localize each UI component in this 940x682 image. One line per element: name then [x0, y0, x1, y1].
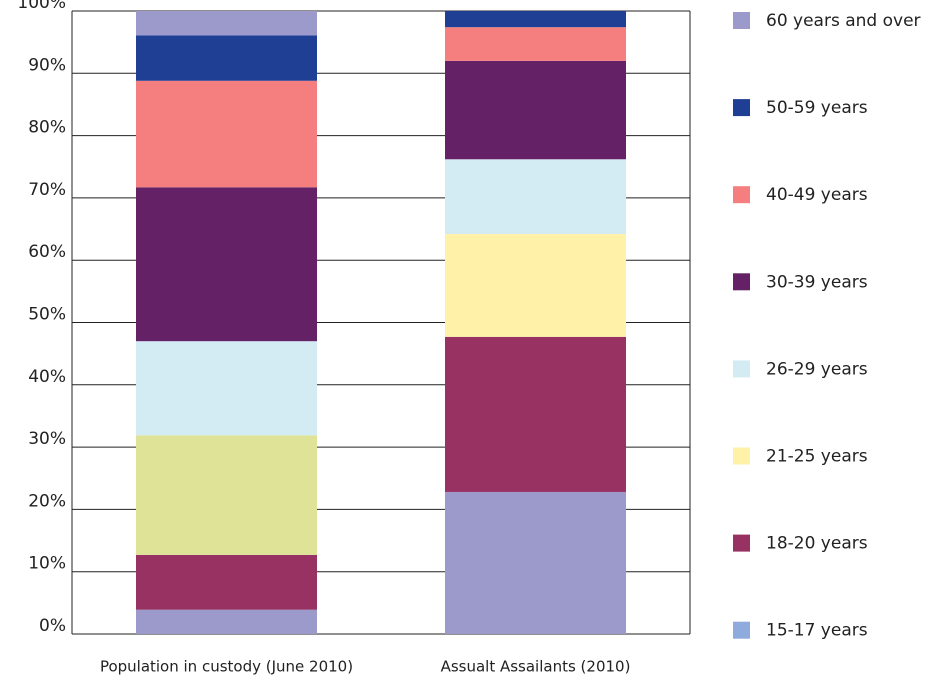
legend-swatch — [733, 621, 750, 639]
legend-swatch — [733, 447, 750, 465]
legend-label: 60 years and over — [766, 11, 921, 31]
legend-label: 26-29 years — [766, 359, 868, 379]
legend-label: 15-17 years — [766, 621, 868, 641]
legend-label: 21-25 years — [766, 447, 868, 467]
y-tick-label: 30% — [28, 429, 66, 449]
bar-segment — [136, 554, 317, 610]
y-tick-label: 100% — [17, 0, 66, 13]
legend-swatch — [733, 186, 750, 204]
legend-label: 30-39 years — [766, 272, 868, 292]
legend-swatch — [733, 273, 750, 291]
y-tick-label: 20% — [28, 491, 66, 511]
x-tick-label: Assualt Assailants (2010) — [441, 658, 631, 676]
y-tick-label: 10% — [28, 554, 66, 574]
bar-segment — [445, 27, 626, 61]
bar-segment — [136, 609, 317, 634]
y-tick-label: 40% — [28, 367, 66, 387]
bar-segment — [136, 11, 317, 36]
y-tick-label: 50% — [28, 305, 66, 325]
y-tick-label: 60% — [28, 242, 66, 262]
legend-swatch — [733, 12, 750, 29]
bar-segment — [445, 159, 626, 235]
y-tick-label: 90% — [28, 55, 66, 75]
y-tick-label: 0% — [39, 616, 66, 636]
legend-swatch — [733, 534, 750, 552]
bar-segment — [445, 336, 626, 492]
bar-segment — [136, 187, 317, 342]
bar-segment — [136, 80, 317, 188]
y-tick-label: 70% — [28, 180, 66, 200]
bar-segment — [445, 60, 626, 160]
bar-segment — [136, 435, 317, 555]
y-tick-label: 80% — [28, 118, 66, 138]
legend-swatch — [733, 360, 750, 378]
bar-segment — [445, 234, 626, 337]
legend-label: 50-59 years — [766, 98, 868, 118]
x-tick-label: Population in custody (June 2010) — [100, 658, 353, 676]
legend-swatch — [733, 99, 750, 117]
legend-label: 40-49 years — [766, 185, 868, 205]
legend-label: 18-20 years — [766, 534, 868, 554]
bar-segment — [136, 35, 317, 81]
bar-segment — [445, 491, 626, 634]
bar-segment — [445, 11, 626, 28]
bar-segment — [136, 341, 317, 436]
